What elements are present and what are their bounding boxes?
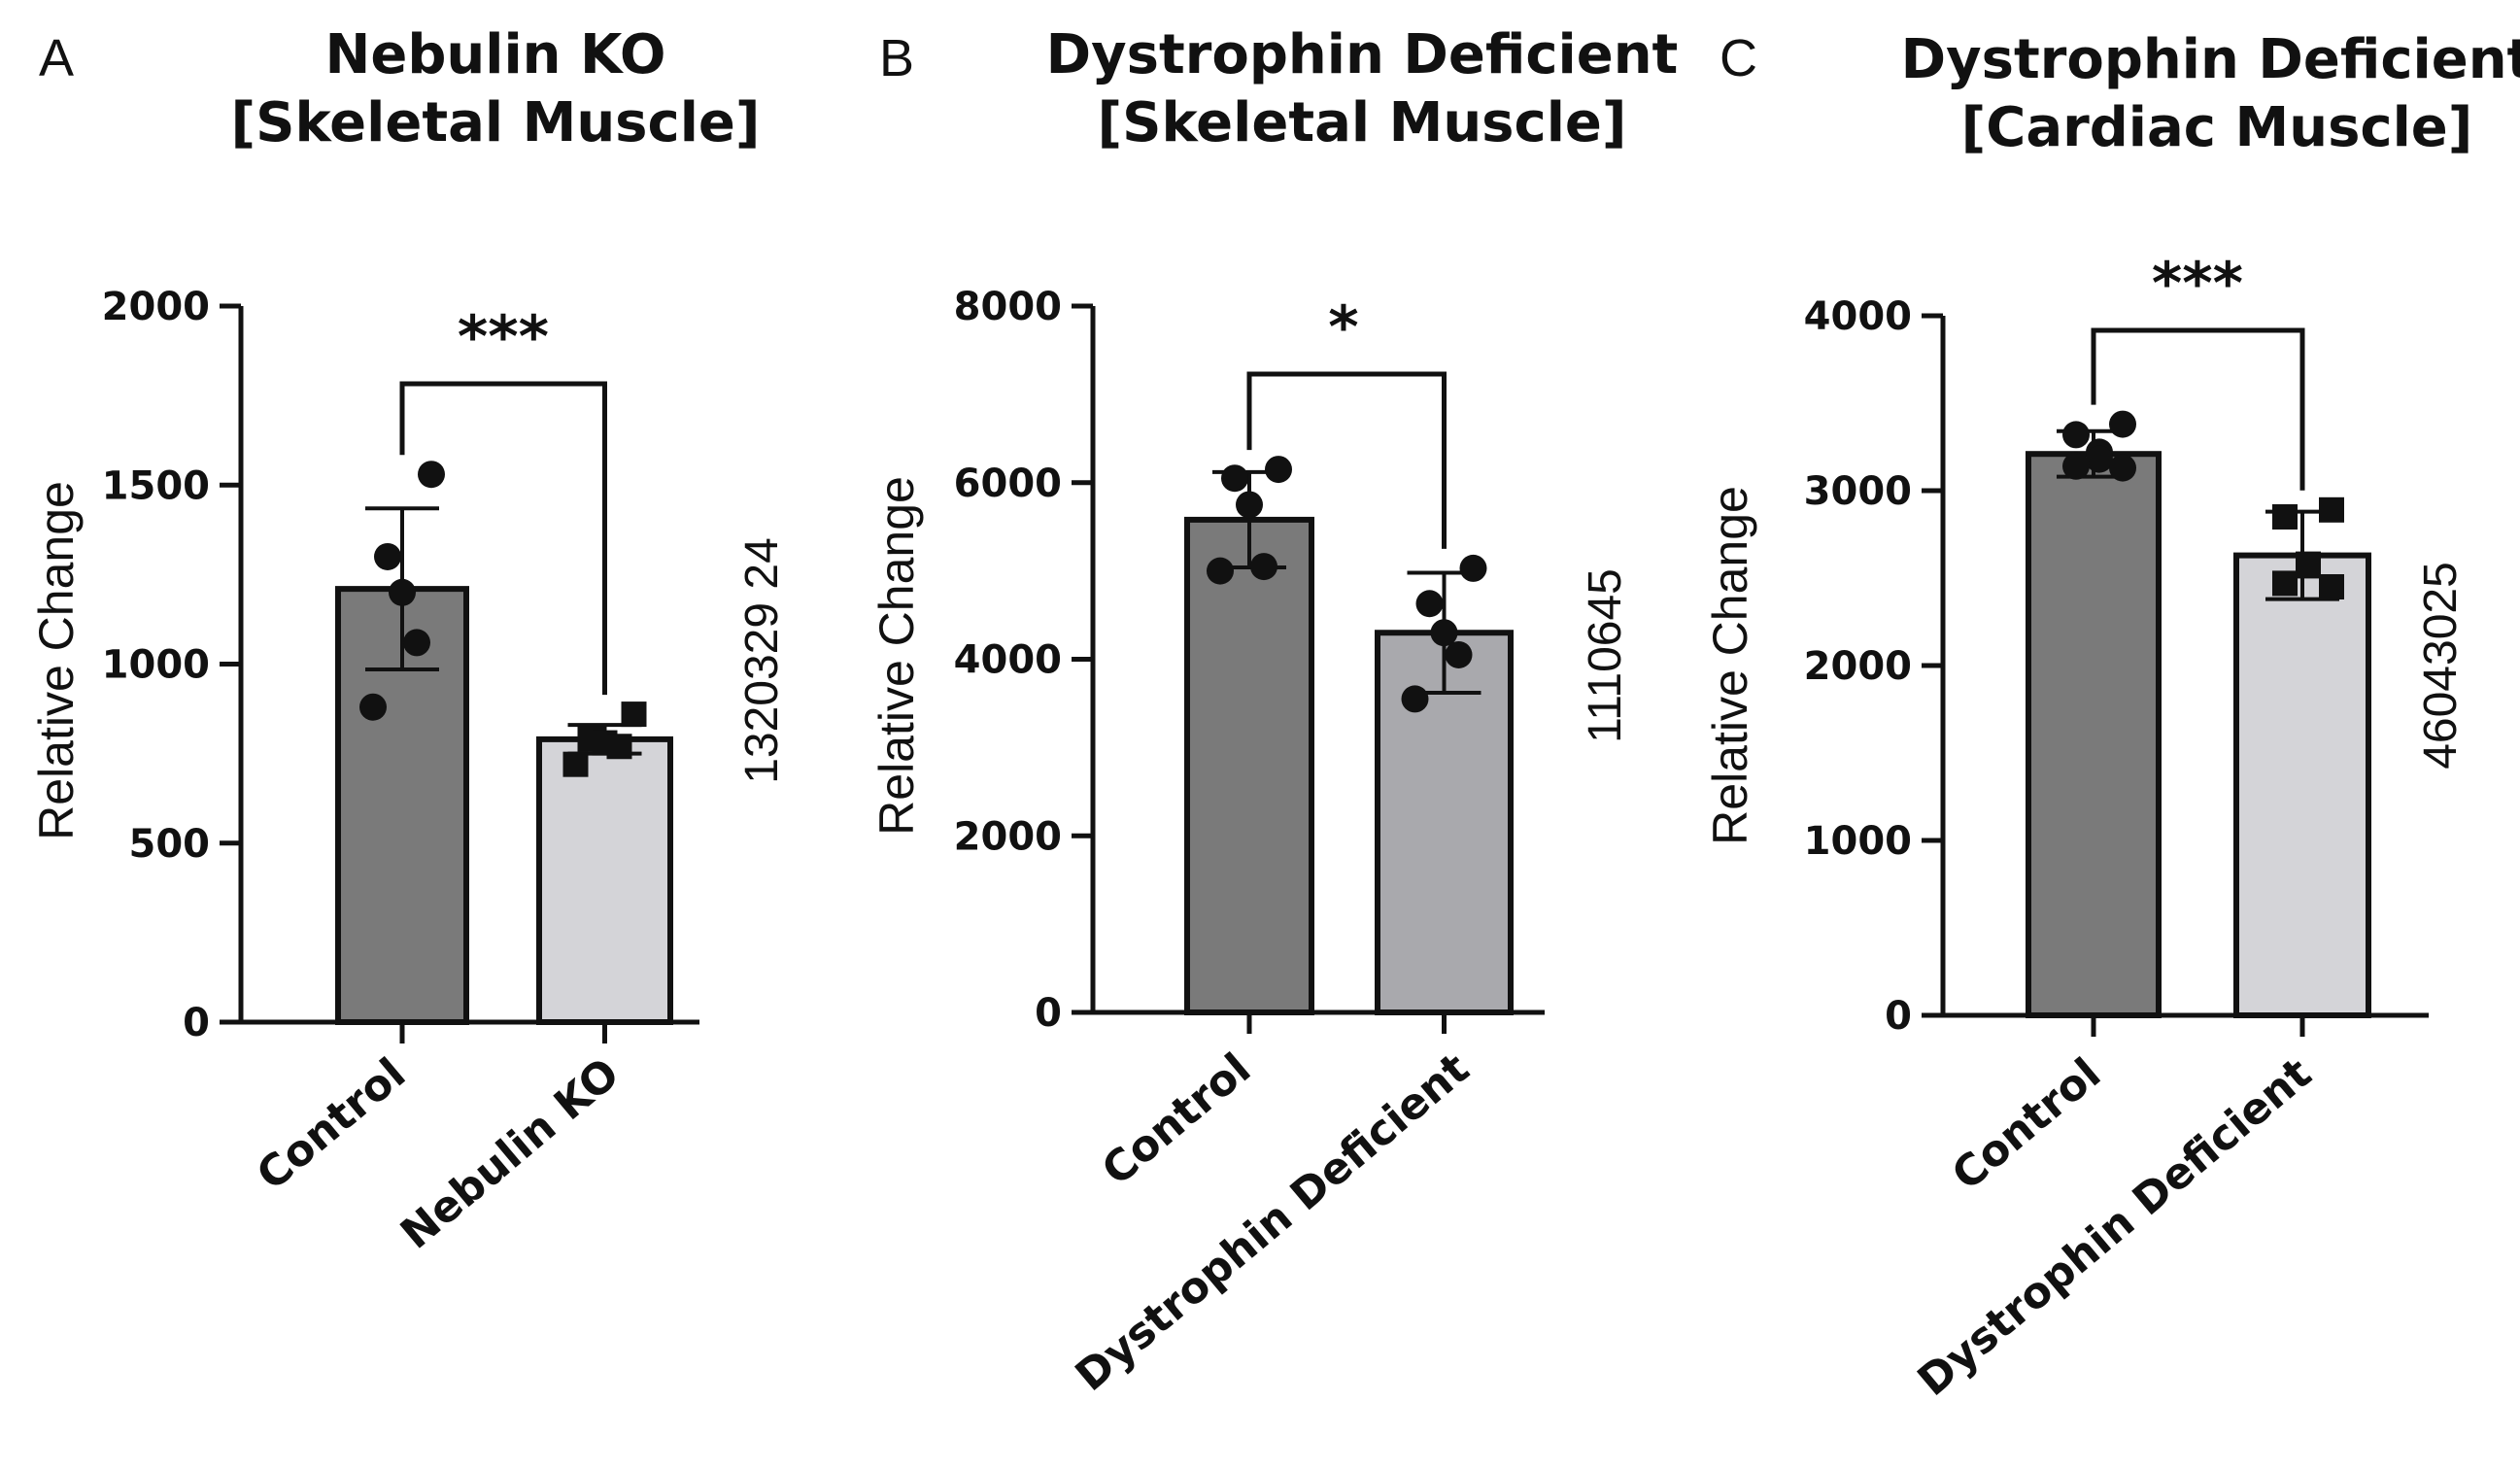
data-point: [2062, 452, 2090, 480]
data-point: [1401, 685, 1429, 713]
panel-title-line: Nebulin KO: [324, 23, 665, 86]
data-point: [1250, 553, 1277, 581]
y-axis-label: Relative Change: [869, 476, 924, 836]
y-tick-label: 0: [183, 1001, 210, 1045]
y-tick-label: 1000: [1804, 819, 1912, 864]
data-point: [621, 701, 647, 728]
data-point: [2272, 570, 2298, 597]
panel-letter: C: [1720, 29, 1757, 87]
category-label: Control: [1093, 1043, 1260, 1195]
side-identifier: 46043025: [2415, 562, 2467, 770]
y-tick-label: 3000: [1804, 469, 1912, 514]
category-label: Nebulin KO: [392, 1048, 629, 1258]
category-label: Dystrophin Deficient: [1067, 1043, 1479, 1401]
data-point: [2319, 574, 2344, 599]
y-tick-label: 6000: [954, 462, 1062, 506]
bar: [2026, 451, 2162, 1018]
data-point: [1221, 464, 1248, 493]
significance-stars: *: [1328, 293, 1358, 361]
category-label: Dystrophin Deficient: [1909, 1048, 2321, 1406]
bar: [2233, 552, 2371, 1018]
significance-bracket: [2091, 327, 2305, 491]
panel-title-line: [Skeletal Muscle]: [1098, 91, 1627, 154]
y-tick-label: 500: [129, 822, 211, 867]
y-tick-label: 0: [1035, 991, 1062, 1036]
data-point: [2296, 553, 2321, 579]
y-tick-label: 8000: [954, 285, 1062, 329]
data-point: [359, 693, 387, 721]
data-point: [418, 461, 445, 489]
data-point: [1415, 590, 1444, 618]
y-tick-label: 2000: [102, 285, 210, 329]
panel-b: B Dystrophin Deficient[Skeletal Muscle]02…: [869, 23, 1678, 1401]
significance-bracket: [1246, 371, 1447, 549]
bar: [1375, 630, 1514, 1015]
data-point: [403, 629, 430, 657]
panel-letter: A: [39, 29, 74, 87]
y-tick-label: 4000: [954, 638, 1062, 683]
bar: [1184, 516, 1314, 1015]
data-point: [2109, 410, 2136, 438]
y-tick-label: 4000: [1804, 294, 1912, 339]
data-point: [2086, 445, 2113, 473]
y-tick-label: 0: [1885, 994, 1912, 1039]
y-tick-label: 1500: [102, 463, 210, 508]
significance-bracket: [399, 381, 607, 696]
data-point: [2062, 421, 2090, 449]
y-axis-label: Relative Change: [1703, 486, 1757, 845]
data-point: [1236, 491, 1263, 519]
bar: [536, 736, 673, 1025]
data-point: [389, 578, 416, 606]
y-axis-label: Relative Change: [29, 481, 84, 840]
data-point: [2109, 454, 2136, 482]
data-point: [562, 751, 589, 777]
y-tick-label: 2000: [1804, 644, 1912, 689]
data-point: [2272, 504, 2298, 530]
data-point: [1445, 640, 1473, 668]
panel-title-line: Dystrophin Deficient: [1046, 23, 1679, 86]
side-identifier: 1320329 24: [736, 537, 788, 784]
panel-c: C Dystrophin Deficient[Cardiac Muscle]010…: [1703, 28, 2520, 1406]
panel-title-line: [Cardiac Muscle]: [1961, 96, 2473, 159]
data-point: [1459, 554, 1487, 582]
data-point: [1430, 619, 1458, 647]
panel-title-line: Dystrophin Deficient: [1901, 28, 2520, 91]
y-tick-label: 1000: [102, 643, 210, 688]
category-label: Control: [1943, 1048, 2110, 1200]
data-point: [1207, 557, 1234, 585]
data-point: [606, 734, 632, 760]
data-point: [1265, 456, 1292, 484]
data-point: [2319, 496, 2344, 523]
significance-stars: ***: [458, 303, 549, 371]
panel-a: A Nebulin KO[Skeletal Muscle]050010001500…: [29, 23, 788, 1259]
panel-title-line: [Skeletal Muscle]: [231, 91, 761, 154]
significance-stars: ***: [2152, 250, 2243, 318]
data-point: [374, 542, 401, 570]
panel-letter: B: [879, 29, 914, 87]
side-identifier: 1110645: [1580, 568, 1631, 743]
y-tick-label: 2000: [954, 814, 1062, 859]
category-label: Control: [248, 1048, 415, 1200]
